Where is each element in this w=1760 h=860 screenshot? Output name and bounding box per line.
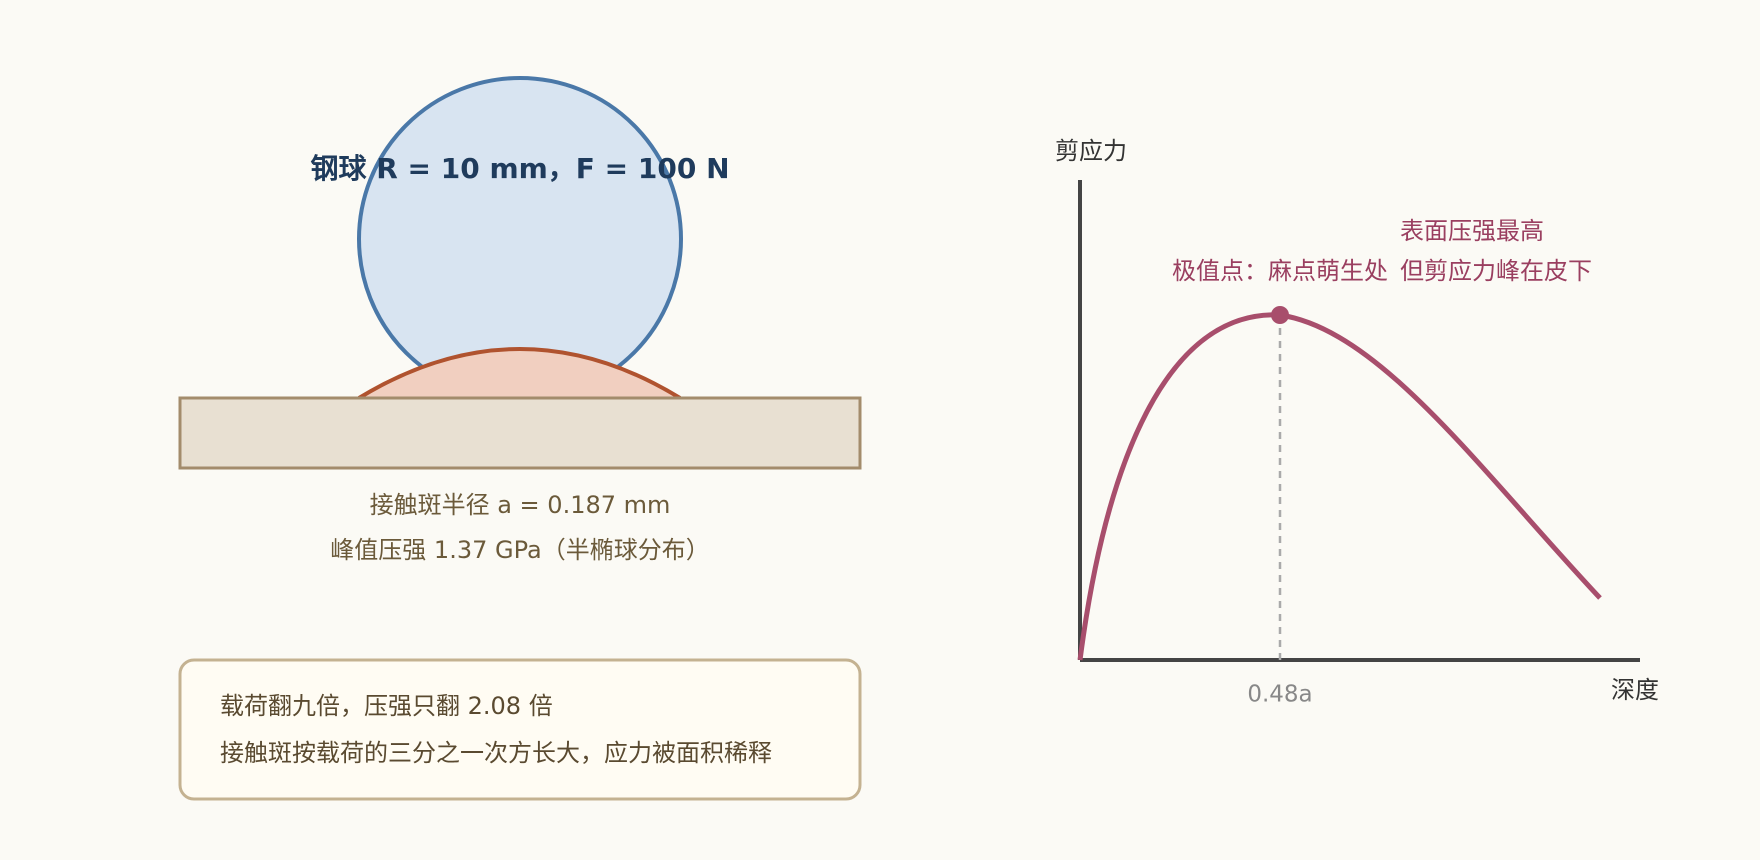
- peak-depth-label: 0.48a: [1247, 682, 1312, 708]
- peak-pressure: 峰值压强 1.37 GPa（半椭球分布）: [330, 536, 709, 564]
- pressure-distribution: [357, 347, 682, 400]
- side-annotation: 表面压强最高: [1400, 217, 1544, 245]
- contact-radius: 接触斑半径 a = 0.187 mm: [370, 491, 671, 519]
- shear-curve: [1077, 312, 1602, 661]
- y-axis-label: 剪应力: [1055, 137, 1127, 165]
- peak-annotation: 极值点：麻点萌生处: [1172, 257, 1388, 285]
- peak-point: [1271, 306, 1289, 324]
- x-axis-label: 深度: [1611, 676, 1659, 704]
- ball-label: 钢球 R = 10 mm，F = 100 N: [310, 152, 729, 185]
- note-line: 载荷翻九倍，压强只翻 2.08 倍: [220, 692, 553, 720]
- note-line: 接触斑按载荷的三分之一次方长大，应力被面积稀释: [220, 739, 772, 767]
- side-annotation: 但剪应力峰在皮下: [1400, 257, 1592, 285]
- note-box: [178, 658, 862, 801]
- plate: [178, 396, 862, 470]
